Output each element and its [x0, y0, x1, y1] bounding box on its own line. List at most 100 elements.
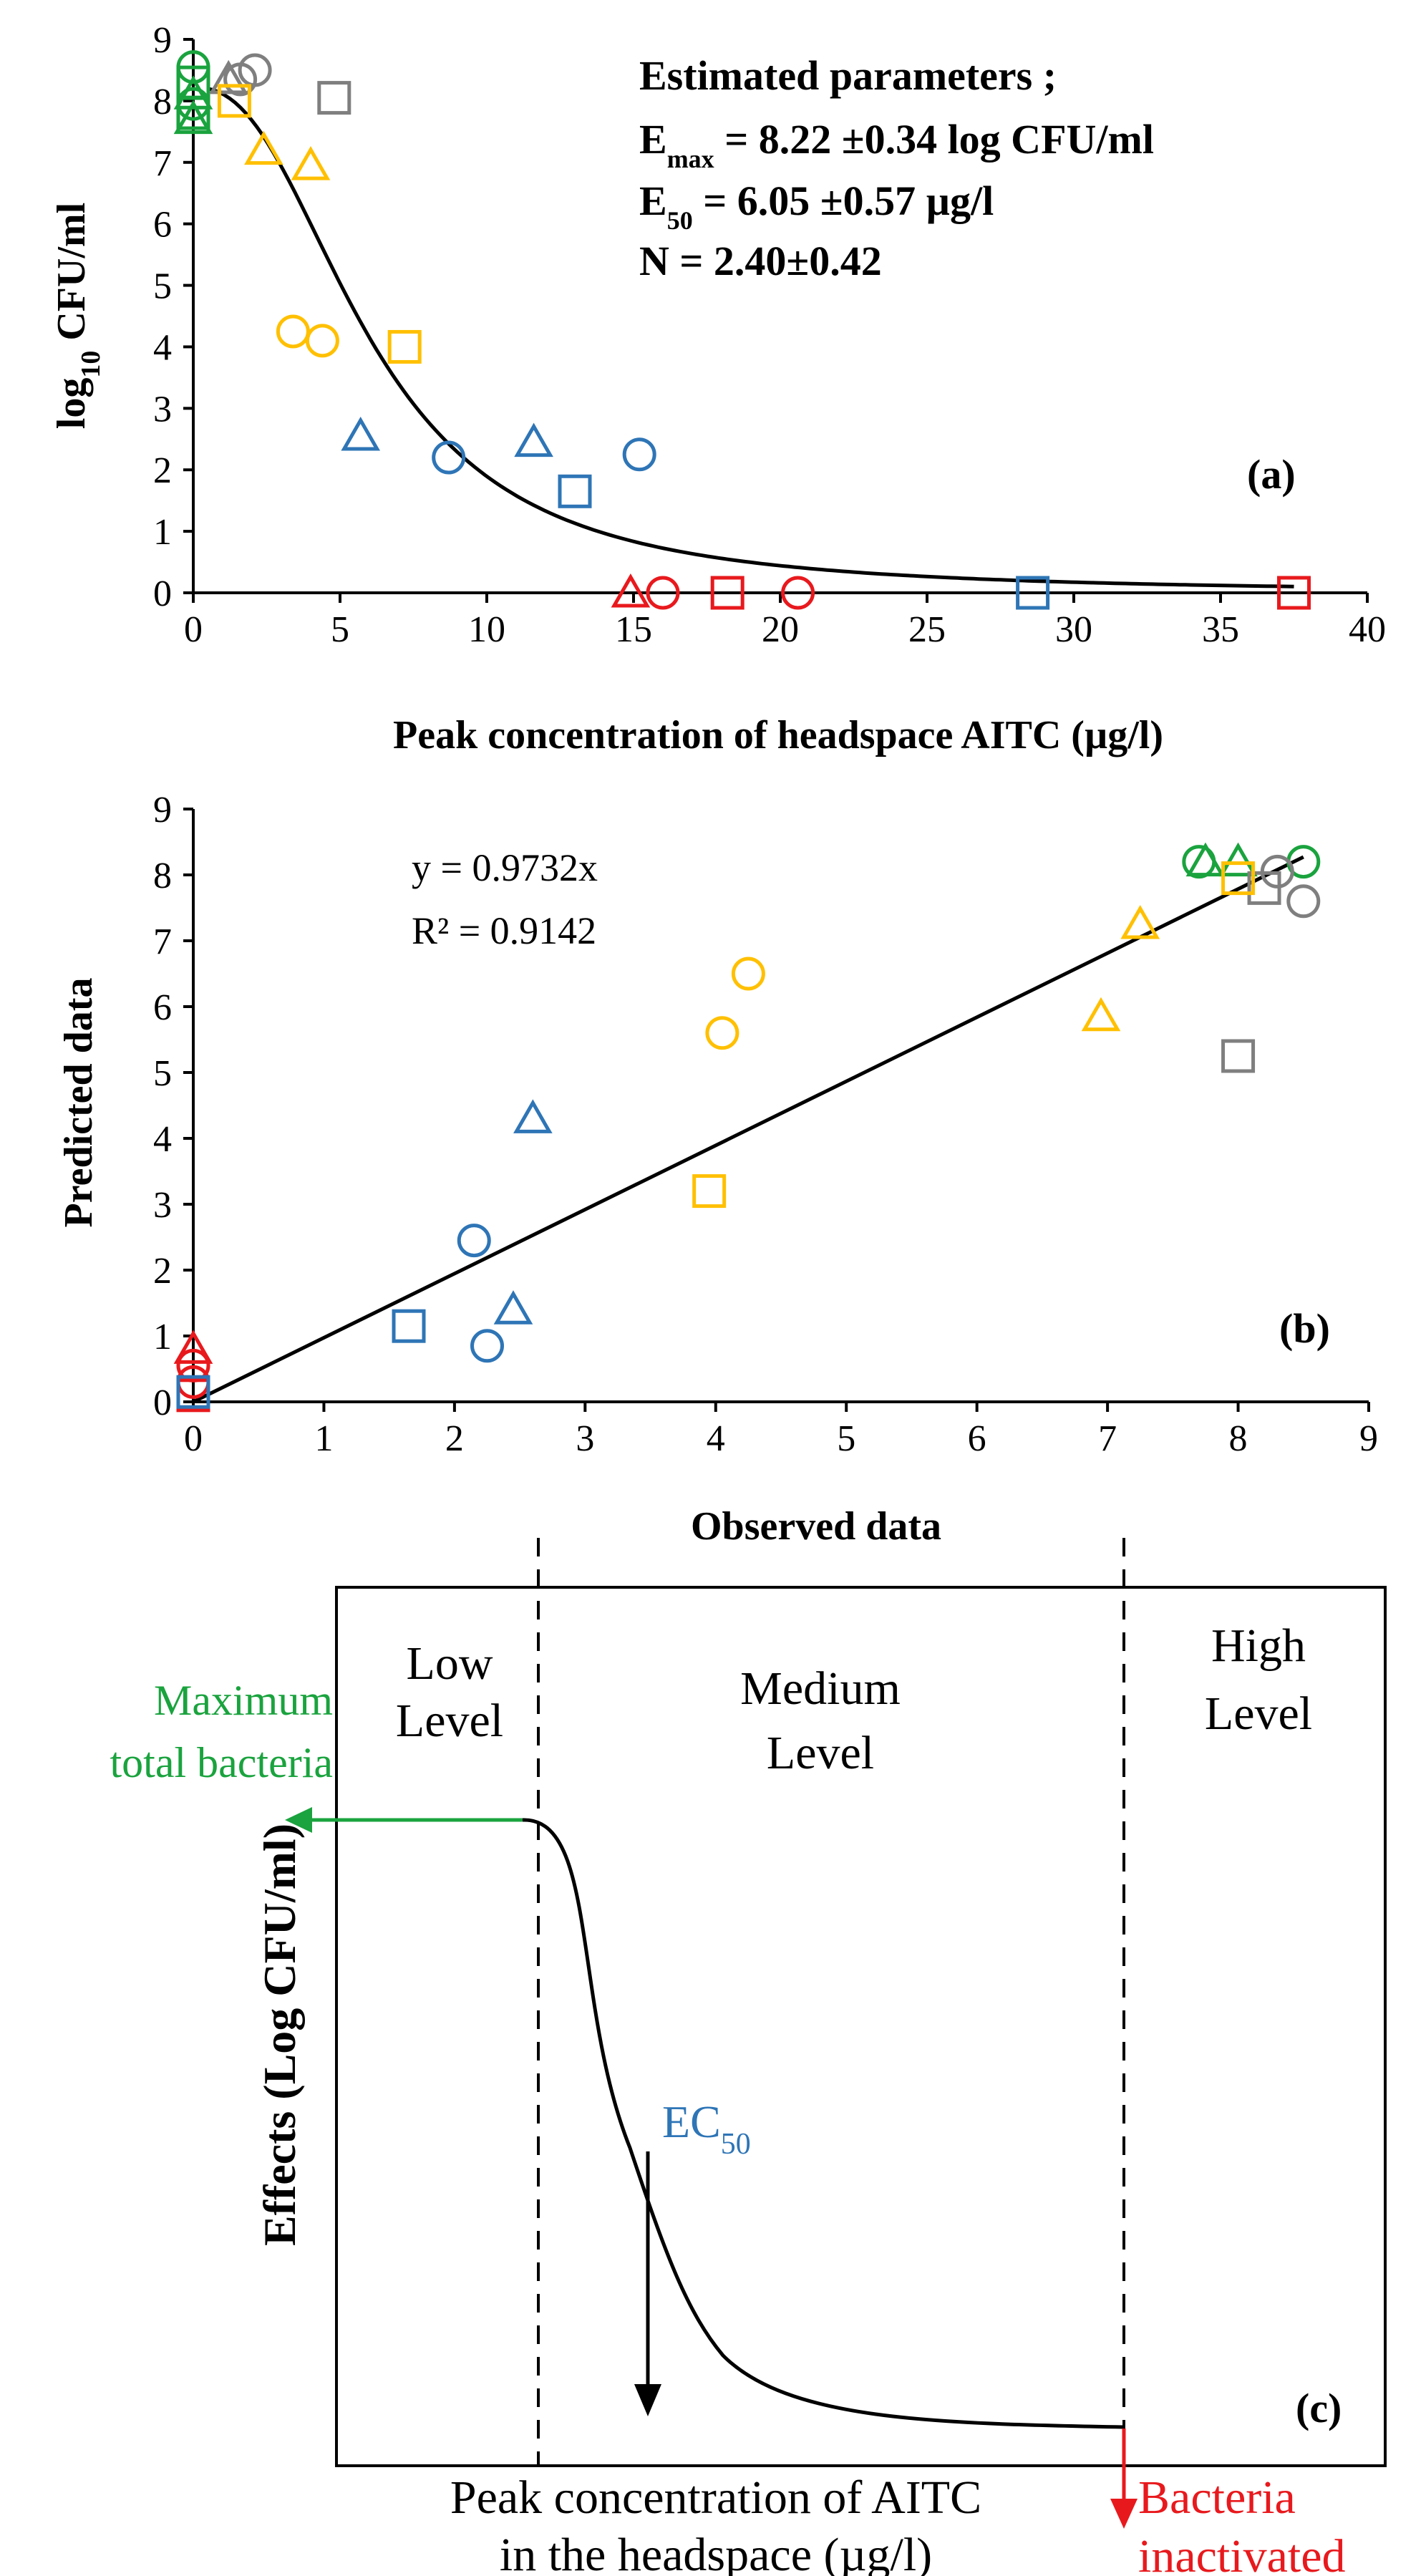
param-emax-main: E — [639, 116, 667, 163]
panel-b-point — [692, 1174, 727, 1209]
param-e50-main: E — [639, 178, 667, 224]
panel-a-point — [305, 324, 339, 358]
region-high-line2: Level — [1205, 1688, 1312, 1740]
panel-b-y-tick-label: 1 — [153, 1317, 172, 1357]
panel-b-point — [1221, 1039, 1256, 1073]
panel-a-x-tick-label: 25 — [908, 609, 946, 650]
panel-b-x-tick-label: 0 — [184, 1418, 203, 1459]
panel-b-y-tick-label: 2 — [153, 1251, 172, 1292]
panel-b-y-tick-label: 3 — [153, 1185, 172, 1226]
panel-b-label: (b) — [1279, 1305, 1330, 1352]
panel-b-point — [173, 1330, 213, 1364]
panel-a-x-tick-label: 35 — [1202, 609, 1239, 650]
region-low-line1: Low — [407, 1637, 493, 1690]
panel-c-y-title: Effects (Log CFU/ml) — [254, 1824, 305, 2246]
panel-a-x-tick-label: 15 — [615, 609, 652, 650]
panel-a-x-tick-label: 5 — [331, 609, 349, 650]
panel-b-trendline — [192, 855, 1304, 1404]
panel-a-point — [317, 81, 351, 115]
panel-b-x-tick-label: 4 — [707, 1418, 725, 1459]
panel-a-y-title: log10 CFU/ml — [49, 203, 106, 429]
panel-a-point — [1277, 576, 1311, 610]
panel-b-y-tick-label: 9 — [153, 790, 172, 831]
panel-b-y-tick-label: 6 — [153, 987, 172, 1028]
region-high-line1: High — [1211, 1619, 1306, 1672]
panel-a-y-title-main: log — [49, 378, 94, 430]
panel-b-y-title: Predicted data — [57, 978, 101, 1228]
panel-a-point — [622, 437, 656, 472]
panel-a-point — [387, 329, 422, 364]
panel-c-x-title-line2: in the headspace (µg/l) — [500, 2529, 932, 2576]
panel-a-point — [217, 84, 251, 118]
param-e50-rest: = 6.05 ±0.57 µg/l — [693, 178, 994, 224]
panel-c-frame — [335, 1586, 1387, 2467]
panel-b-ticks: 0 1 2 3 4 5 6 7 8 9 0 1 2 3 4 5 6 7 8 9 — [153, 790, 1378, 1459]
param-emax-rest: = 8.22 ±0.34 log CFU/ml — [714, 116, 1154, 163]
panel-a-y-tick-label: 1 — [153, 512, 172, 553]
panel-a-y-tick-label: 5 — [153, 266, 172, 307]
panel-b-x-tick-label: 8 — [1229, 1418, 1248, 1459]
panel-b-y-tick-label: 0 — [153, 1383, 172, 1423]
max-bacteria-line1: Maximum — [154, 1677, 333, 1724]
panel-b-y-tick-label: 5 — [153, 1053, 172, 1094]
panel-b-point — [176, 1375, 210, 1409]
panel-b-x-tick-label: 2 — [445, 1418, 464, 1459]
panel-b-point — [731, 957, 765, 991]
inactivated-line2: inactivated — [1138, 2530, 1346, 2576]
region-low-line2: Level — [396, 1695, 503, 1747]
panel-a-y-title-rest: CFU/ml — [49, 203, 94, 351]
panel-a-y-tick-label: 3 — [153, 389, 172, 430]
ec50-arrowhead — [634, 2384, 661, 2416]
panel-a-y-tick-label: 0 — [153, 573, 172, 614]
param-e50-sub: 50 — [667, 206, 693, 235]
panel-b-point — [513, 1099, 553, 1133]
panel-a-x-tick-label: 40 — [1349, 609, 1386, 650]
svg-text:log10 CFU/ml: log10 CFU/ml — [49, 203, 106, 429]
param-emax-sub: max — [667, 145, 714, 173]
region-medium-line2: Level — [767, 1727, 874, 1779]
panel-b-y-tick-label: 7 — [153, 921, 172, 962]
max-bacteria-line2: total bacteria — [110, 1739, 333, 1786]
panel-a-y-tick-label: 9 — [153, 20, 172, 61]
panel-a-y-title-sub: 10 — [76, 351, 106, 378]
panel-b-x-tick-label: 5 — [837, 1418, 855, 1459]
panel-c-x-title-line1: Peak concentration of AITC — [450, 2471, 981, 2524]
inactivated-arrowhead — [1110, 2499, 1138, 2529]
trend-equation: y = 0.9732x — [412, 846, 598, 889]
panel-a-point — [432, 440, 466, 475]
panel-a-point — [710, 576, 744, 610]
panel-a-label: (a) — [1247, 451, 1296, 498]
panel-a-y-tick-label: 2 — [153, 450, 172, 491]
panel-b-points — [173, 842, 1321, 1413]
panel-a-point — [514, 422, 553, 457]
param-n-main: N = 2.40±0.42 — [639, 238, 882, 284]
panel-c-label: (c) — [1296, 2385, 1342, 2431]
panel-a-x-tick-label: 30 — [1055, 609, 1092, 650]
panel-b-point — [493, 1290, 533, 1325]
panel-b-point — [1286, 884, 1321, 919]
ec50-label: EC50 — [662, 2096, 751, 2161]
panel-a-point — [291, 146, 331, 180]
panel-a-point — [176, 96, 210, 130]
panel-a-point — [208, 59, 248, 95]
panel-a-point — [611, 573, 651, 608]
panel-b-point — [1185, 842, 1226, 877]
panel-a-x-tick-label: 20 — [762, 609, 799, 650]
panel-a-point — [173, 100, 213, 135]
panel-a-point — [341, 416, 381, 451]
panel-a-point — [244, 130, 283, 165]
panel-a-point — [558, 474, 592, 508]
panel-b: 0 1 2 3 4 5 6 7 8 9 0 1 2 3 4 5 6 7 8 9 y = 0.9732x R² = 0.… — [57, 790, 1378, 1549]
panel-b-y-tick-label: 8 — [153, 856, 172, 896]
panel-b-x-tick-label: 7 — [1098, 1418, 1117, 1459]
panel-a-x-tick-label: 10 — [468, 609, 505, 650]
panel-a-x-tick-label: 0 — [184, 609, 203, 650]
panel-b-point — [1081, 997, 1121, 1032]
param-e50: E50 = 6.05 ±0.57 µg/l — [639, 178, 994, 235]
panel-b-y-tick-label: 4 — [153, 1119, 172, 1160]
panel-a-point — [1016, 576, 1050, 610]
panel-b-x-tick-label: 9 — [1359, 1418, 1378, 1459]
panel-b-point — [705, 1016, 739, 1050]
panel-a-y-tick-label: 7 — [153, 143, 172, 184]
